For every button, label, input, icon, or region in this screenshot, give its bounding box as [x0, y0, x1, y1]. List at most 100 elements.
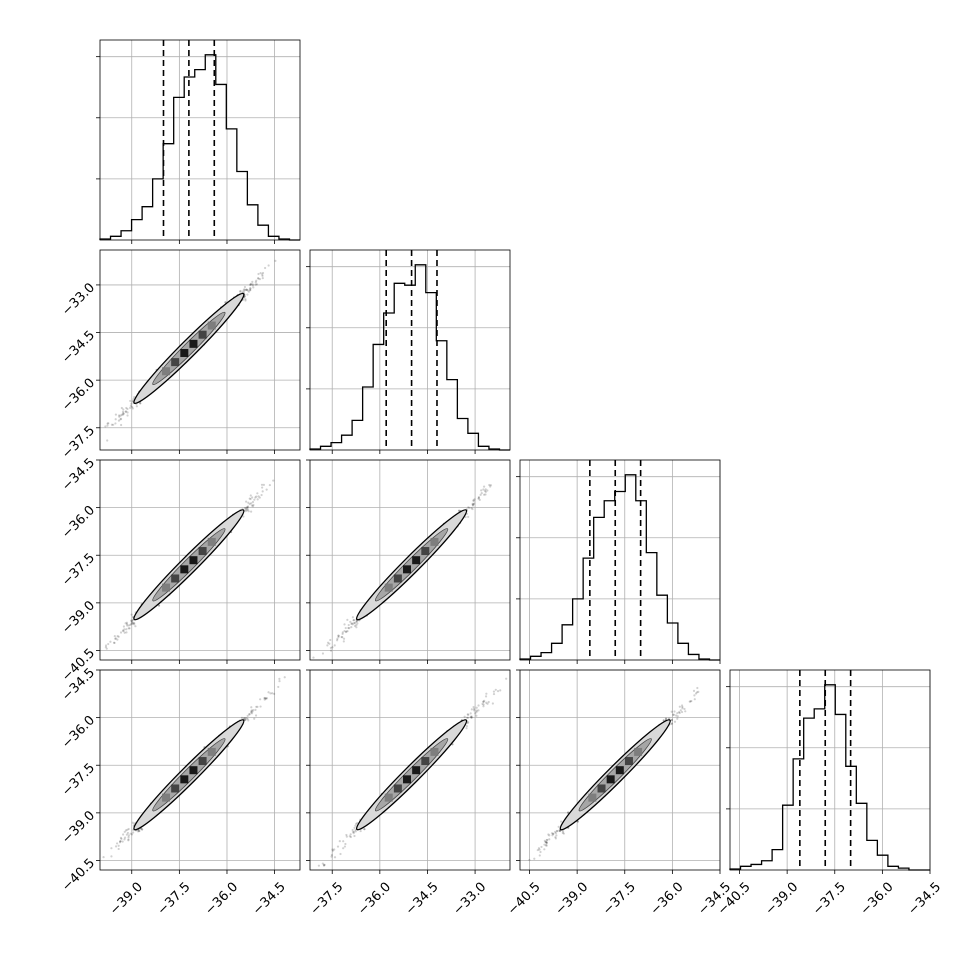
- contour-inner: [374, 528, 449, 602]
- scatter-point: [244, 510, 247, 513]
- scatter-point: [258, 278, 262, 281]
- scatter-point: [249, 711, 253, 714]
- density-bin: [384, 583, 393, 592]
- scatter-point: [263, 696, 266, 700]
- scatter-point: [475, 709, 478, 712]
- scatter-point: [545, 838, 548, 842]
- scatter-point: [251, 283, 254, 286]
- scatter-point: [138, 829, 141, 833]
- density-bin: [198, 757, 207, 766]
- contour-inner: [374, 738, 449, 812]
- scatter-point: [242, 515, 245, 518]
- scatter-point: [256, 492, 259, 495]
- scatter-point: [256, 277, 260, 280]
- scatter-point: [331, 848, 334, 851]
- scatter-point: [244, 507, 248, 510]
- density-bin: [393, 784, 402, 793]
- scatter-point: [119, 631, 123, 634]
- scatter-point: [486, 489, 489, 492]
- density-bin: [198, 547, 207, 556]
- scatter-point: [257, 495, 260, 498]
- scatter-point: [341, 632, 344, 635]
- scatter-point: [118, 841, 122, 844]
- scatter-point: [123, 838, 126, 841]
- scatter-point: [104, 425, 107, 428]
- scatter-point: [112, 641, 116, 644]
- scatter-point: [247, 510, 250, 513]
- scatter-point: [121, 413, 125, 416]
- scatter-point: [482, 700, 485, 703]
- scatter-point: [273, 692, 276, 695]
- scatter-point: [338, 840, 341, 843]
- scatter-point: [244, 716, 247, 720]
- x-tick-label-1-1: −39.0: [107, 880, 146, 919]
- scatter-point: [136, 830, 140, 833]
- scatter-point: [467, 713, 470, 716]
- scatter-point: [261, 271, 265, 275]
- scatter-point: [242, 289, 245, 292]
- scatter-point: [250, 710, 253, 713]
- scatter-point: [104, 646, 108, 649]
- scatter-point: [475, 706, 478, 709]
- scatter-point: [264, 697, 268, 700]
- scatter-point: [119, 414, 122, 417]
- scatter-point: [477, 709, 480, 712]
- scatter-point: [120, 837, 123, 840]
- scatter-point: [268, 483, 271, 487]
- scatter-point: [252, 709, 255, 712]
- scatter-point: [356, 622, 359, 625]
- scatter-point: [465, 727, 468, 730]
- density-bin: [403, 565, 412, 574]
- scatter-point: [246, 714, 249, 717]
- scatter-point: [126, 407, 129, 411]
- scatter-point: [348, 835, 351, 838]
- contour-inner: [152, 738, 226, 812]
- scatter-point: [129, 404, 132, 408]
- scatter-point: [126, 828, 129, 831]
- scatter-point: [258, 496, 261, 499]
- density-bin: [393, 574, 402, 583]
- scatter-point: [259, 698, 262, 701]
- y-tick-label-2-2: −36.0: [59, 376, 98, 415]
- scatter-point: [670, 710, 673, 713]
- scatter-point: [128, 627, 131, 630]
- scatter-point: [331, 646, 334, 649]
- scatter-point: [243, 285, 247, 289]
- scatter-point: [488, 483, 491, 487]
- scatter-point: [124, 622, 127, 625]
- scatter-point: [125, 410, 128, 413]
- scatter-point: [135, 405, 138, 408]
- scatter-point: [470, 716, 473, 719]
- scatter-point: [244, 718, 247, 721]
- contour-inner: [152, 528, 226, 602]
- histogram-step: [99, 54, 300, 241]
- scatter-point: [552, 832, 555, 836]
- scatter-point: [106, 439, 109, 442]
- scatter-panel-4-3: −40.5 −39.0 −37.5 −36.0 −34.5: [505, 669, 734, 918]
- scatter-point: [125, 406, 128, 410]
- panel-frame: [99, 39, 301, 241]
- scatter-point: [131, 405, 134, 409]
- scatter-point: [113, 641, 116, 645]
- scatter-point: [342, 637, 346, 640]
- scatter-point: [257, 272, 260, 276]
- scatter-point: [256, 705, 259, 709]
- scatter-point: [265, 697, 269, 700]
- scatter-point: [347, 623, 350, 627]
- scatter-point: [336, 637, 339, 640]
- density-bin: [189, 766, 198, 775]
- scatter-point: [292, 245, 294, 247]
- scatter-point: [470, 715, 473, 718]
- scatter-point: [355, 822, 358, 825]
- scatter-point: [330, 855, 333, 858]
- scatter-point: [131, 400, 134, 403]
- scatter-point: [484, 488, 487, 491]
- scatter-point: [246, 289, 249, 292]
- scatter-point: [343, 629, 346, 633]
- scatter-point: [130, 402, 133, 405]
- scatter-point: [470, 506, 473, 510]
- scatter-point: [470, 716, 473, 719]
- scatter-point: [130, 622, 133, 626]
- scatter-point: [343, 845, 347, 848]
- scatter-point: [131, 620, 134, 623]
